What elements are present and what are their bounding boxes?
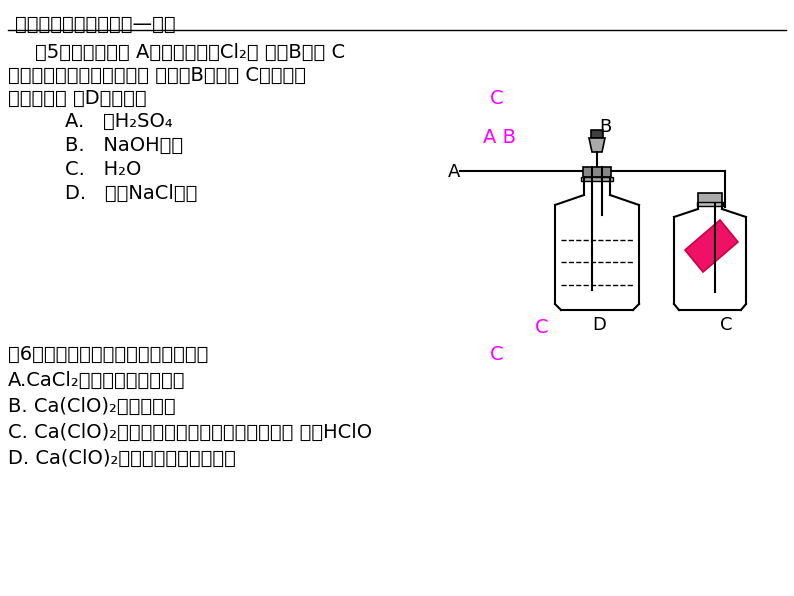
- Text: C: C: [490, 89, 503, 108]
- Polygon shape: [685, 220, 738, 272]
- Text: 例5：如图所示， A处通入湿润的Cl₂， 关闭B阀时 C: 例5：如图所示， A处通入湿润的Cl₂， 关闭B阀时 C: [35, 43, 345, 62]
- Text: C: C: [720, 316, 733, 334]
- Text: A B: A B: [483, 128, 516, 147]
- Text: 一、活泼的黄绿色气体—氯气: 一、活泼的黄绿色气体—氯气: [15, 15, 175, 34]
- Text: A.CaCl₂易吸收空气中的水分: A.CaCl₂易吸收空气中的水分: [8, 371, 186, 390]
- Text: D. Ca(ClO)₂易被空气中的氧气氧化: D. Ca(ClO)₂易被空气中的氧气氧化: [8, 449, 236, 468]
- Text: A.   浓H₂SO₄: A. 浓H₂SO₄: [65, 112, 172, 131]
- Text: C: C: [535, 318, 549, 337]
- Bar: [591, 130, 603, 138]
- Bar: [698, 193, 722, 203]
- Text: 例6：漂白粉在空气中易失效的原因是: 例6：漂白粉在空气中易失效的原因是: [8, 345, 208, 364]
- Text: A: A: [448, 163, 461, 181]
- Text: D.   饱和NaCl溶液: D. 饱和NaCl溶液: [65, 184, 198, 203]
- Text: D: D: [592, 316, 606, 334]
- Text: C.   H₂O: C. H₂O: [65, 160, 141, 179]
- Polygon shape: [589, 138, 605, 152]
- Text: 逐渐褪色， 则D中装的是: 逐渐褪色， 则D中装的是: [8, 89, 147, 108]
- Text: C. Ca(ClO)₂与空气中的水分和二氧化碳作用， 生成HClO: C. Ca(ClO)₂与空气中的水分和二氧化碳作用， 生成HClO: [8, 423, 372, 442]
- Bar: [583, 167, 611, 177]
- Bar: [697, 202, 723, 206]
- Text: C: C: [490, 345, 503, 364]
- Text: B. Ca(ClO)₂见光易分解: B. Ca(ClO)₂见光易分解: [8, 397, 175, 416]
- Text: B: B: [599, 118, 611, 136]
- Bar: [581, 177, 613, 181]
- Text: 处的红布看不到明显褪谣， 当打开B阀后， C处红布条: 处的红布看不到明显褪谣， 当打开B阀后， C处红布条: [8, 66, 306, 85]
- Text: B.   NaOH溶液: B. NaOH溶液: [65, 136, 183, 155]
